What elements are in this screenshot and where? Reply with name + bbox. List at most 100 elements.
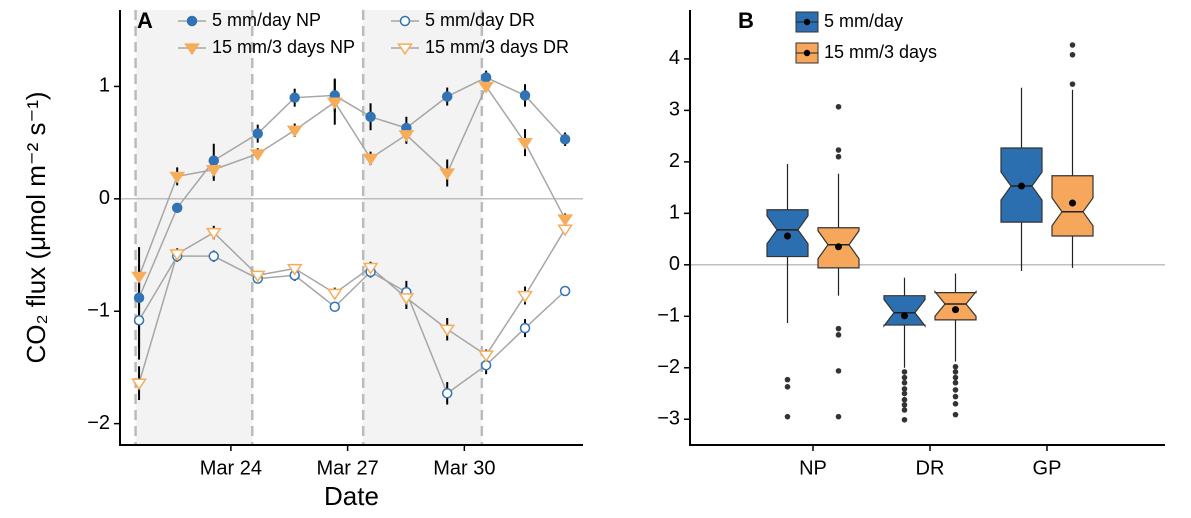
x-tick-label: GP	[1033, 457, 1062, 479]
y-tick-label: −1	[657, 305, 680, 327]
shaded-period	[363, 10, 482, 445]
marker	[557, 224, 574, 237]
x-axis-title: Date	[324, 481, 379, 511]
legend-label: 5 mm/day NP	[212, 10, 321, 30]
mean	[835, 243, 842, 251]
outlier	[901, 416, 908, 423]
outlier	[784, 376, 791, 383]
outlier	[1069, 81, 1076, 87]
marker	[133, 314, 145, 326]
marker	[519, 90, 531, 101]
box	[883, 295, 926, 328]
marker	[286, 125, 303, 138]
outlier	[901, 369, 908, 375]
marker	[439, 168, 456, 181]
y-tick-label: 3	[669, 99, 680, 121]
outlier	[835, 368, 842, 374]
y-tick-label: 1	[99, 75, 110, 97]
marker	[326, 97, 343, 110]
outlier	[835, 325, 842, 332]
marker	[249, 270, 266, 283]
marker	[249, 149, 266, 162]
mean	[1018, 182, 1025, 190]
series-line	[138, 228, 566, 384]
outlier	[835, 153, 842, 160]
marker	[398, 130, 415, 142]
legend-key-mean	[803, 49, 811, 57]
outlier	[901, 379, 908, 386]
x-tick-label: NP	[799, 457, 827, 479]
outlier	[835, 332, 842, 338]
x-tick-label: Mar 27	[316, 457, 378, 479]
legend-key-mean	[803, 18, 811, 26]
outlier	[952, 363, 959, 370]
y-tick-label: 0	[99, 187, 110, 209]
marker	[289, 92, 300, 103]
marker	[441, 388, 453, 399]
marker	[519, 322, 531, 334]
marker	[559, 285, 571, 297]
marker	[205, 227, 222, 240]
y-tick-label: −1	[87, 300, 110, 322]
mean	[1069, 199, 1076, 207]
marker	[557, 214, 574, 227]
marker	[326, 288, 343, 301]
outlier	[901, 407, 908, 413]
mean	[901, 312, 908, 320]
series-line	[138, 76, 566, 299]
marker	[362, 153, 379, 166]
marker	[131, 271, 147, 284]
outlier	[901, 402, 908, 408]
outlier	[952, 393, 959, 400]
marker	[208, 250, 220, 262]
marker	[133, 292, 145, 304]
x-tick-label: DR	[916, 457, 945, 479]
legend-label: 15 mm/3 days NP	[212, 37, 355, 57]
outlier	[901, 390, 908, 397]
marker	[517, 137, 533, 150]
outlier	[901, 374, 908, 381]
marker	[205, 164, 222, 177]
marker	[171, 202, 183, 214]
outlier	[901, 386, 908, 392]
legend-marker	[397, 43, 413, 56]
legend-label: 15 mm/3 days	[824, 42, 937, 62]
panel-label: B	[738, 8, 754, 33]
marker	[208, 155, 220, 166]
marker	[398, 293, 415, 305]
outlier	[835, 147, 842, 153]
y-tick-label: −2	[87, 412, 110, 434]
box	[934, 289, 977, 321]
shaded-period	[135, 10, 253, 445]
legend-label: 5 mm/day	[824, 11, 903, 31]
marker	[441, 91, 453, 102]
marker	[480, 72, 492, 83]
y-tick-label: −3	[657, 408, 680, 430]
legend-marker	[186, 15, 198, 27]
marker	[329, 301, 341, 312]
outlier	[1069, 42, 1076, 48]
y-tick-label: 1	[669, 202, 680, 224]
legend-label: 5 mm/day DR	[425, 10, 535, 30]
y-tick-label: 0	[669, 253, 680, 275]
marker	[365, 111, 376, 123]
marker	[252, 128, 263, 139]
legend-marker	[399, 15, 411, 27]
marker	[559, 134, 571, 145]
outlier	[952, 401, 959, 407]
x-tick-label: Mar 30	[433, 457, 495, 479]
y-axis-title: CO₂ flux (μmol m⁻² s⁻¹)	[21, 91, 51, 363]
outlier	[952, 411, 959, 418]
marker	[478, 81, 495, 94]
marker	[362, 262, 379, 275]
marker	[169, 249, 186, 262]
outlier	[952, 374, 959, 381]
series-line	[138, 84, 566, 277]
legend-marker	[184, 43, 200, 56]
marker	[439, 324, 456, 337]
series-line	[138, 255, 566, 395]
marker	[169, 171, 186, 184]
x-tick-label: Mar 24	[200, 457, 262, 479]
